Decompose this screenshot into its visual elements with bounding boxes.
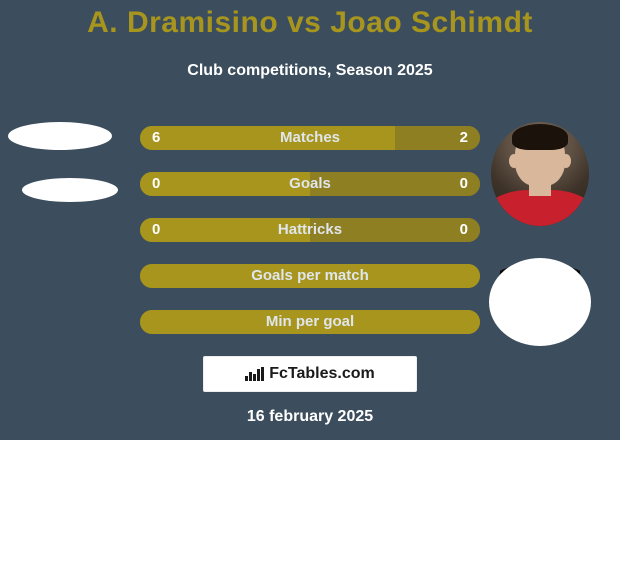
left-placeholder-2 <box>22 178 118 202</box>
stat-value-left: 6 <box>152 126 160 150</box>
source-name: FcTables.com <box>269 365 375 383</box>
stat-value-right: 2 <box>460 126 468 150</box>
stat-row: Hattricks0 0 <box>140 218 480 242</box>
date: 16 february 2025 <box>0 408 620 426</box>
club-badge-right: S.F.C. <box>489 258 591 346</box>
stat-label: Goals <box>140 172 480 196</box>
player-avatar-right <box>491 122 589 226</box>
stat-label: Matches <box>140 126 480 150</box>
stat-value-left: 0 <box>152 218 160 242</box>
stat-value-left: 0 <box>152 172 160 196</box>
avatar-hair <box>512 124 568 150</box>
bars-icon <box>245 367 263 381</box>
club-badge-backing <box>489 258 591 346</box>
stat-row: Min per goal <box>140 310 480 334</box>
stat-value-right: 0 <box>460 172 468 196</box>
page-title: A. Dramisino vs Joao Schimdt <box>0 6 620 40</box>
stat-bars: Matches62Goals00Hattricks00Goals per mat… <box>140 126 480 356</box>
stat-label: Hattricks <box>140 218 480 242</box>
left-placeholder-1 <box>8 122 112 150</box>
stat-row: Goals per match <box>140 264 480 288</box>
source-plaque: FcTables.com <box>203 356 417 392</box>
stat-label: Goals per match <box>140 264 480 288</box>
stat-row: Goals0 0 <box>140 172 480 196</box>
subtitle: Club competitions, Season 2025 <box>0 62 620 80</box>
stat-value-right: 0 <box>460 218 468 242</box>
stat-row: Matches6 2 <box>140 126 480 150</box>
stat-label: Min per goal <box>140 310 480 334</box>
stats-panel: A. Dramisino vs Joao Schimdt Club compet… <box>0 0 620 440</box>
